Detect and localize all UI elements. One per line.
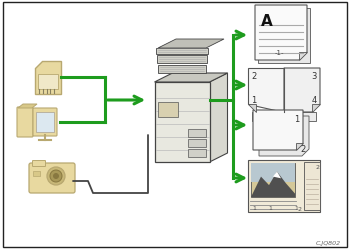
Polygon shape (35, 61, 61, 94)
Polygon shape (255, 6, 307, 61)
Text: -1-: -1- (274, 50, 284, 56)
Text: 4: 4 (312, 96, 317, 104)
FancyBboxPatch shape (29, 163, 75, 193)
Text: 1: 1 (294, 205, 298, 210)
Polygon shape (296, 144, 303, 150)
Bar (38, 74, 58, 89)
Bar (252, 112, 280, 122)
Circle shape (50, 170, 62, 182)
Text: 2: 2 (315, 164, 319, 169)
Polygon shape (158, 40, 224, 49)
Bar (36, 112, 54, 132)
Text: 2: 2 (298, 206, 302, 211)
Bar (304, 162, 320, 210)
Bar (33, 171, 40, 176)
Polygon shape (210, 74, 228, 162)
Polygon shape (248, 104, 256, 112)
Text: 1: 1 (252, 205, 256, 210)
Circle shape (47, 167, 65, 185)
Text: 1: 1 (251, 96, 256, 104)
Polygon shape (253, 110, 303, 150)
Bar (158, 102, 177, 118)
Text: 1: 1 (268, 205, 272, 210)
Polygon shape (312, 104, 320, 112)
Bar (154, 83, 210, 162)
Polygon shape (299, 53, 307, 61)
Bar (251, 163, 295, 182)
FancyBboxPatch shape (33, 108, 57, 136)
Text: C.JQ802: C.JQ802 (316, 240, 341, 245)
Polygon shape (284, 69, 320, 112)
Bar (188, 150, 205, 157)
Bar (248, 160, 320, 212)
Polygon shape (18, 104, 37, 108)
Polygon shape (259, 116, 309, 156)
Bar (251, 163, 295, 197)
Polygon shape (154, 74, 228, 83)
Bar (157, 56, 207, 64)
Polygon shape (273, 172, 281, 178)
Bar (158, 66, 206, 74)
Text: 2: 2 (301, 144, 306, 154)
Text: 2: 2 (251, 72, 256, 81)
Bar (288, 112, 316, 122)
Bar (156, 49, 208, 55)
Bar (188, 140, 205, 147)
FancyBboxPatch shape (17, 108, 33, 138)
Bar (258, 9, 310, 64)
Circle shape (53, 173, 59, 179)
Bar (188, 130, 205, 138)
FancyBboxPatch shape (33, 161, 46, 167)
Polygon shape (248, 69, 284, 112)
Polygon shape (251, 172, 295, 197)
Text: A: A (261, 14, 273, 29)
Text: 3: 3 (312, 72, 317, 81)
Text: 1: 1 (294, 114, 299, 124)
